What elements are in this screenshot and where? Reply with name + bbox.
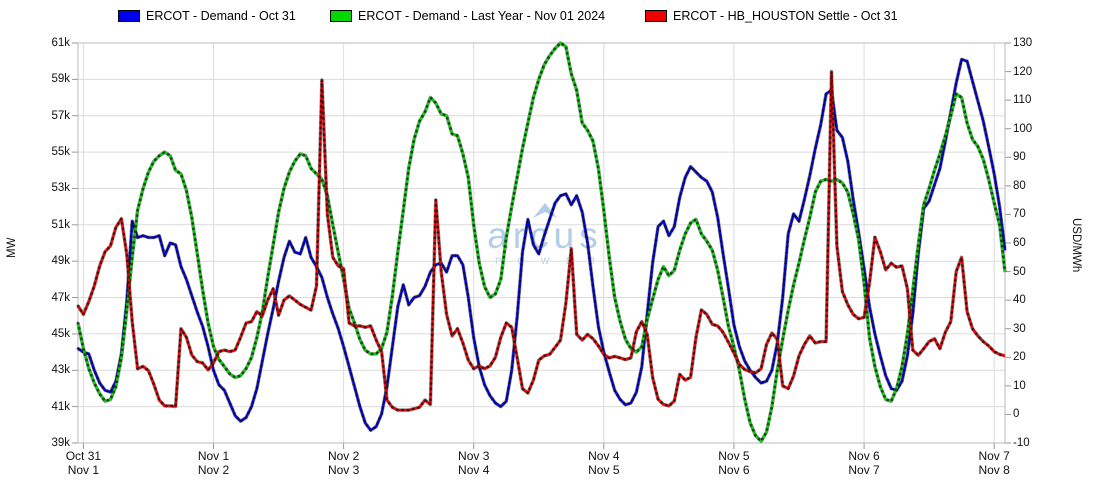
- x-tick-label-current: Nov 4: [588, 449, 620, 463]
- legend-label: ERCOT - Demand - Oct 31: [146, 9, 296, 23]
- x-tick-label-last-year: Nov 2: [197, 463, 230, 477]
- x-tick-label-current: Oct 31: [65, 449, 102, 463]
- legend-swatch-blue: [118, 10, 140, 22]
- y-left-tick-label: 59k: [51, 73, 70, 86]
- y-left-tick-label: 51k: [51, 218, 70, 231]
- y-right-tick-label: 10: [1013, 379, 1026, 392]
- y-right-tick-label: 130: [1013, 37, 1033, 49]
- x-tick-label-current: Nov 2: [327, 449, 360, 463]
- legend-label: ERCOT - HB_HOUSTON Settle - Oct 31: [673, 9, 898, 23]
- x-tick-label-last-year: Nov 8: [978, 463, 1010, 477]
- y-right-tick-label: 70: [1013, 208, 1026, 221]
- legend-swatch-red: [645, 10, 667, 22]
- y-right-tick-label: 80: [1013, 179, 1026, 192]
- legend-label: ERCOT - Demand - Last Year - Nov 01 2024: [358, 9, 606, 23]
- x-tick-label-last-year: Nov 1: [67, 463, 100, 477]
- y-left-tick-label: 61k: [51, 37, 70, 49]
- y-left-tick-label: 49k: [51, 255, 70, 268]
- x-tick-label-last-year: Nov 4: [458, 463, 490, 477]
- y-left-tick-label: 45k: [51, 327, 70, 340]
- y-right-tick-label: 0: [1013, 408, 1020, 421]
- x-tick-label-current: Nov 3: [458, 449, 490, 463]
- y-left-tick-label: 43k: [51, 364, 70, 377]
- y-right-tick-label: 100: [1013, 122, 1033, 135]
- y-right-tick-label: 20: [1013, 351, 1026, 364]
- legend-item-houston-settle[interactable]: ERCOT - HB_HOUSTON Settle - Oct 31: [645, 8, 898, 24]
- x-tick-label-current: Nov 7: [978, 449, 1010, 463]
- y-right-tick-label: 30: [1013, 322, 1026, 335]
- y-right-tick-label: -10: [1013, 437, 1030, 449]
- y-right-tick-label: 90: [1013, 151, 1026, 164]
- x-tick-label-last-year: Nov 3: [327, 463, 360, 477]
- y-right-tick-label: 60: [1013, 237, 1026, 249]
- y-left-tick-label: 55k: [51, 146, 70, 159]
- y-right-tick-label: 50: [1013, 265, 1026, 278]
- x-tick-label-last-year: Nov 5: [588, 463, 620, 477]
- x-tick-label-last-year: Nov 7: [848, 463, 880, 477]
- x-tick-label-current: Nov 1: [197, 449, 230, 463]
- y-left-tick-label: 53k: [51, 182, 70, 195]
- legend-item-demand-last-year[interactable]: ERCOT - Demand - Last Year - Nov 01 2024: [330, 8, 605, 24]
- y-right-tick-label: 120: [1013, 65, 1033, 78]
- legend-swatch-green: [330, 10, 352, 22]
- x-tick-label-current: Nov 5: [718, 449, 750, 463]
- y-left-tick-label: 41k: [51, 400, 70, 413]
- y-right-tick-label: 40: [1013, 294, 1026, 307]
- y-right-tick-label: 110: [1013, 94, 1032, 107]
- x-tick-label-current: Nov 6: [848, 449, 880, 463]
- y-left-tick-label: 57k: [51, 109, 70, 122]
- legend-item-demand-oct31[interactable]: ERCOT - Demand - Oct 31: [118, 8, 296, 24]
- x-tick-label-last-year: Nov 6: [718, 463, 750, 477]
- y-left-tick-label: 39k: [51, 437, 70, 449]
- y-left-tick-label: 47k: [51, 291, 70, 304]
